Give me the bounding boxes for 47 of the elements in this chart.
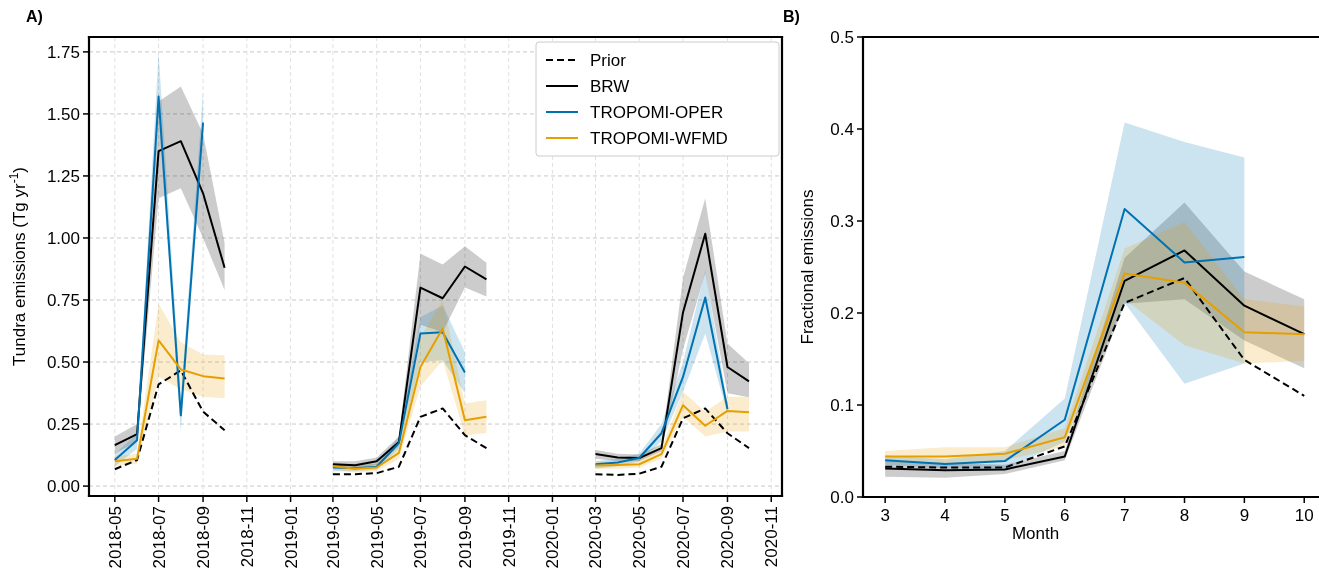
y-tick-label: 1.00: [46, 228, 80, 248]
y-tick-label: 0.0: [830, 487, 854, 507]
y-tick-label: 0.2: [830, 303, 854, 323]
x-tick-label: 7: [1119, 506, 1130, 525]
x-tick-label: 2020-09: [718, 506, 738, 569]
y-axis-title: Fractional emissions: [798, 189, 817, 345]
y-tick-label: 0.1: [830, 395, 854, 415]
y-tick-label: 0.75: [46, 290, 80, 310]
x-tick-label: 2020-01: [543, 506, 563, 569]
x-tick-label: 2019-03: [323, 506, 343, 569]
x-tick-label: 2019-01: [281, 506, 301, 569]
y-tick-label: 1.25: [46, 166, 80, 186]
y-tick-label: 1.50: [46, 104, 80, 124]
y-tick-label: 0.4: [830, 119, 854, 139]
x-tick-label: 4: [940, 506, 950, 525]
legend-label: TROPOMI-WFMD: [590, 128, 728, 148]
x-tick-label: 2020-03: [586, 506, 606, 569]
x-tick-label: 2019-07: [411, 506, 431, 569]
x-tick-label: 2020-05: [630, 506, 650, 569]
x-tick-label: 2020-11: [762, 506, 782, 568]
x-tick-label: 2019-11: [499, 506, 519, 568]
y-tick-label: 1.75: [46, 42, 80, 62]
x-tick-label: 5: [1000, 506, 1010, 525]
y-tick-label: 0.25: [46, 415, 80, 434]
x-tick-label: 3: [880, 506, 890, 525]
x-axis-title: Month: [1011, 524, 1060, 543]
x-tick-label: 2019-09: [455, 506, 475, 569]
y-tick-label: 0.3: [830, 211, 854, 231]
x-tick-label: 2019-05: [367, 506, 387, 569]
x-tick-label: 10: [1294, 506, 1314, 525]
x-tick-label: 2018-07: [149, 506, 169, 569]
y-tick-label: 0.00: [46, 477, 80, 497]
x-tick-label: 2020-07: [673, 506, 693, 569]
y-tick-label: 0.5: [830, 27, 854, 47]
x-tick-label: 9: [1239, 506, 1250, 525]
x-tick-label: 2018-11: [237, 506, 257, 568]
chart-title: A): [26, 8, 43, 25]
chart-title: B): [783, 8, 800, 25]
x-tick-label: 2018-09: [194, 506, 214, 569]
x-tick-label: 8: [1179, 506, 1190, 525]
x-tick-label: 2018-05: [105, 506, 125, 569]
legend-label: TROPOMI-OPER: [590, 102, 724, 122]
y-tick-label: 0.50: [46, 352, 80, 372]
legend-label: Prior: [590, 50, 627, 70]
legend-label: BRW: [590, 76, 630, 96]
line-series: [884, 208, 1246, 465]
x-tick-label: 6: [1060, 506, 1070, 525]
